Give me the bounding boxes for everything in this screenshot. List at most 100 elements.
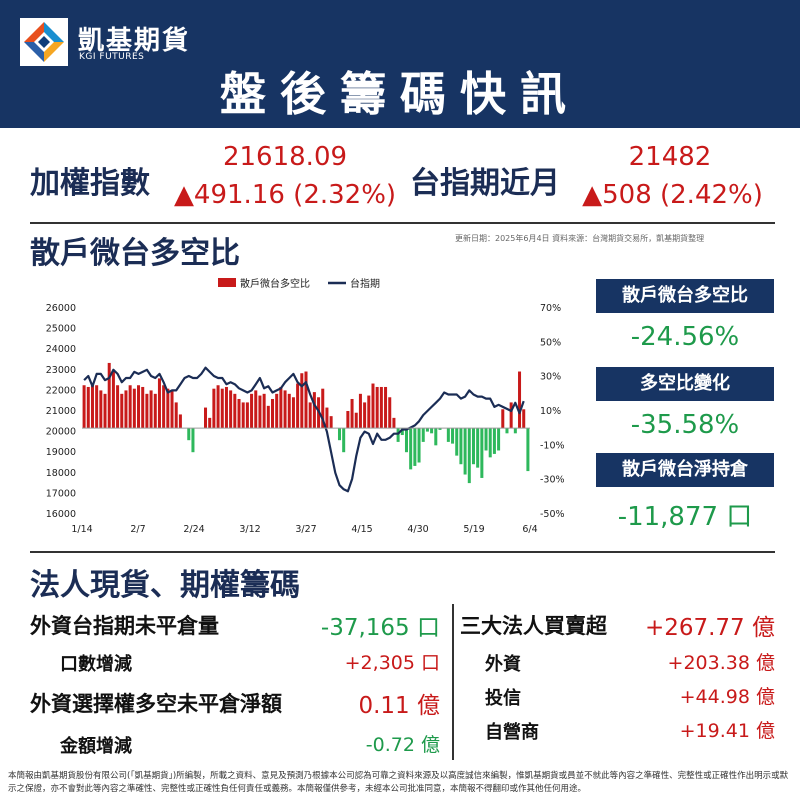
y-left-tick-label: 20000 (46, 427, 76, 438)
ratio-bar (250, 393, 254, 429)
stat-change-label: 多空比變化 (596, 367, 774, 401)
foreign-label: 外資 (485, 654, 521, 675)
foreign-value: +203.38 億 (667, 652, 775, 674)
retail-section-title: 散戶微台多空比 (30, 236, 240, 271)
y-right-tick-label: 30% (540, 372, 561, 383)
ratio-bar (128, 385, 132, 429)
x-tick-label: 5/19 (463, 524, 484, 535)
ratio-bar (266, 405, 270, 429)
ratio-bar (90, 385, 94, 429)
ratio-bar (312, 392, 316, 429)
ratio-bar (120, 393, 124, 429)
y-right-tick-label: 50% (540, 337, 561, 348)
ratio-bar (220, 388, 224, 429)
ratio-bar (283, 390, 287, 429)
ratio-bar (367, 395, 371, 429)
ratio-bar (321, 388, 325, 429)
page-title: 盤後籌碼快訊 (220, 67, 580, 121)
ratio-bar (522, 409, 526, 429)
ratio-bar (308, 402, 312, 429)
ratio-bar (358, 393, 362, 429)
ratio-bar (191, 428, 195, 453)
ratio-bar (455, 428, 459, 456)
ratio-bar (388, 397, 392, 429)
ratio-bar (363, 402, 367, 429)
divider (30, 222, 775, 224)
ratio-bar (476, 428, 480, 468)
ratio-bar (178, 414, 182, 429)
ratio-bar (287, 393, 291, 429)
ratio-bar (95, 385, 99, 429)
ratio-bar (451, 428, 455, 444)
y-left-tick-label: 22000 (46, 385, 76, 396)
x-tick-label: 6/4 (522, 524, 537, 535)
ratio-bar (509, 402, 513, 429)
ratio-bar (291, 397, 295, 429)
ratio-bar (505, 428, 509, 434)
institutional-section-title: 法人現貨、期權籌碼 (30, 568, 300, 603)
y-left-tick-label: 24000 (46, 344, 76, 355)
ratio-bar (463, 428, 467, 475)
x-tick-label: 2/7 (130, 524, 145, 535)
y-left-tick-label: 18000 (46, 468, 76, 479)
ratio-bar (170, 390, 174, 429)
x-tick-label: 2/24 (183, 524, 204, 535)
ratio-bar (254, 390, 258, 429)
foreign-futures-label: 外資台指期未平倉量 (30, 614, 219, 638)
foreign-futures-change-label: 口數增減 (60, 654, 132, 675)
ratio-bar (107, 362, 111, 429)
legend-label-bar: 散戶微台多空比 (240, 277, 310, 290)
futures-change: ▲508 (2.42%) (582, 180, 763, 210)
ratio-bar (300, 373, 304, 429)
ratio-bar (141, 386, 145, 429)
header-banner: 凱基期貨 KGI FUTURES 盤後籌碼快訊 (0, 0, 800, 128)
taiex-change: ▲491.16 (2.32%) (173, 180, 397, 210)
ratio-bar (430, 428, 434, 434)
x-tick-label: 3/12 (239, 524, 260, 535)
ratio-bar (404, 428, 408, 453)
foreign-options-value: 0.11 億 (358, 693, 440, 719)
ratio-bar (384, 386, 388, 429)
ratio-bar (379, 386, 383, 429)
stat-net-label: 散戶微台淨持倉 (596, 453, 774, 487)
ratio-bar (241, 402, 245, 429)
y-right-tick-label: -50% (540, 509, 565, 520)
ratio-bar (350, 398, 354, 429)
ratio-bar (488, 428, 492, 458)
legend-label-line: 台指期 (350, 277, 380, 290)
ratio-bar (492, 428, 496, 454)
stat-ratio-label: 散戶微台多空比 (596, 279, 774, 313)
ratio-bar (233, 393, 237, 429)
ratio-bar (371, 383, 375, 429)
ratio-bar (325, 407, 329, 429)
ratio-bar (216, 385, 220, 429)
taiex-label: 加權指數 (30, 166, 150, 201)
futures-line (83, 366, 525, 493)
trust-label: 投信 (485, 688, 521, 709)
x-tick-label: 3/27 (295, 524, 316, 535)
ratio-bar (354, 412, 358, 429)
disclaimer: 本簡報由凱基期貨股份有限公司(「凱基期貨」)所編製，所載之資料、意見及預測乃根據… (8, 771, 789, 794)
ratio-bar (86, 386, 90, 429)
x-tick-label: 1/14 (71, 524, 92, 535)
ratio-bar (149, 390, 153, 429)
foreign-options-change-value: -0.72 億 (365, 734, 440, 756)
ratio-bar (497, 428, 501, 451)
ratio-bar (434, 428, 438, 446)
three-institutions-label: 三大法人買賣超 (460, 614, 607, 638)
futures-value: 21482 (628, 142, 712, 172)
y-left-tick-label: 16000 (46, 509, 76, 520)
ratio-bar (166, 388, 170, 429)
y-right-tick-label: -30% (540, 475, 565, 486)
ratio-bar (329, 416, 333, 429)
trust-value: +44.98 億 (679, 686, 775, 708)
y-left-tick-label: 26000 (46, 303, 76, 314)
ratio-bar (467, 428, 471, 484)
dealer-label: 自營商 (485, 722, 539, 743)
ratio-bar (157, 378, 161, 429)
ratio-bar (212, 388, 216, 429)
foreign-futures-change-value: +2,305 口 (344, 652, 440, 674)
ratio-bar (409, 428, 413, 470)
ratio-bar (245, 402, 249, 429)
ratio-bar (279, 386, 283, 429)
